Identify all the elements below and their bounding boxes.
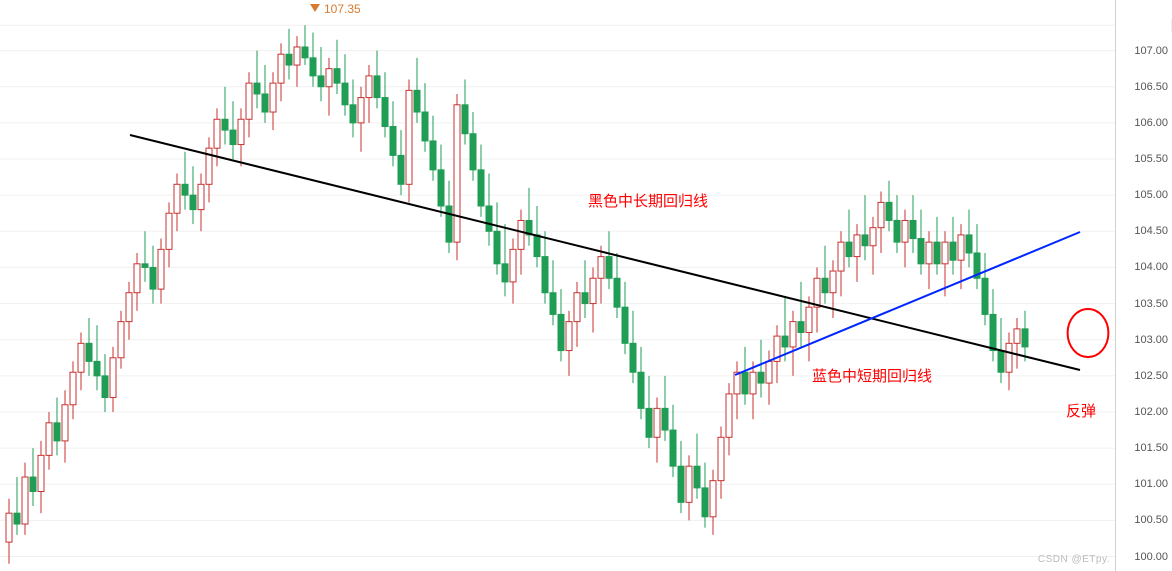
bounce-circle-highlight (1068, 309, 1109, 357)
y-tick-label: 107.00 (1134, 45, 1168, 57)
y-tick-label: 105.50 (1134, 153, 1168, 165)
y-tick-label: 102.00 (1134, 406, 1168, 418)
y-tick-label: 106.00 (1134, 117, 1168, 129)
watermark-text: CSDN @ETpy. (1038, 554, 1110, 565)
y-tick-label: 104.00 (1134, 261, 1168, 273)
y-axis-panel: 107.35107.00106.50106.00105.50105.00104.… (1115, 0, 1172, 571)
y-tick-label: 100.50 (1134, 514, 1168, 526)
chart-plot-area[interactable] (0, 0, 1116, 571)
y-tick-label: 103.50 (1134, 298, 1168, 310)
candlestick-chart[interactable]: 107.35 107.00 106.50 106.00 105.50 105.00 104.… (0, 0, 1172, 571)
y-tick-label: 100.00 (1134, 551, 1168, 563)
y-tick-label: 106.50 (1134, 81, 1168, 93)
y-tick-label: 101.00 (1134, 478, 1168, 490)
y-tick-label: 101.50 (1134, 442, 1168, 454)
peak-arrow-icon (310, 4, 320, 12)
y-tick-label: 103.00 (1134, 334, 1168, 346)
y-tick-label: 104.50 (1134, 225, 1168, 237)
y-tick-label: 102.50 (1134, 370, 1168, 382)
peak-value-label: 107.35 (324, 2, 361, 16)
y-tick-label: 105.00 (1134, 189, 1168, 201)
